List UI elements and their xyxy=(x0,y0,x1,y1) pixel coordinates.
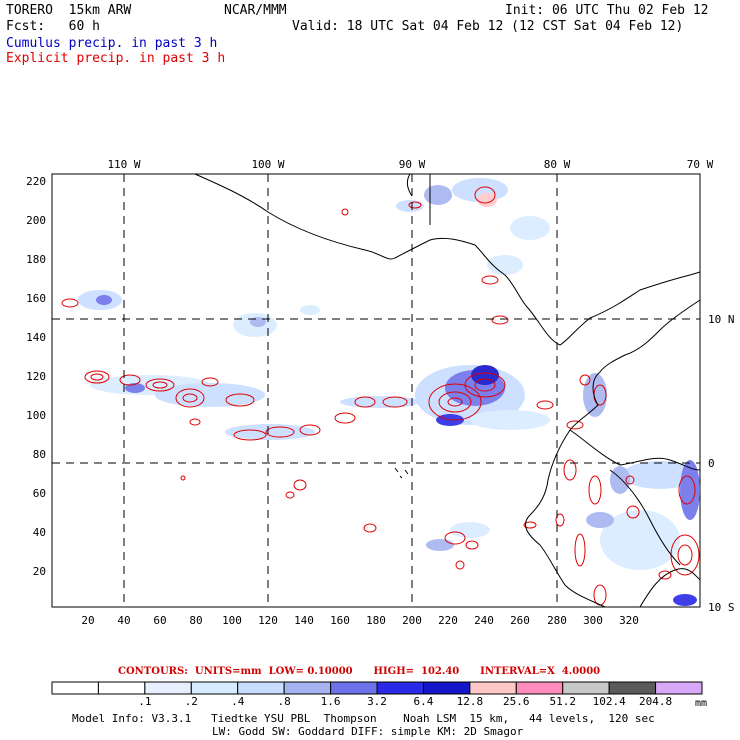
x-tick: 80 xyxy=(189,614,202,627)
lon-label-110w: 110 W xyxy=(107,158,140,171)
colorbar-label: .1 xyxy=(138,695,151,708)
footer-physics-info: LW: Godd SW: Goddard DIFF: simple KM: 2D… xyxy=(212,725,524,738)
y-tick: 200 xyxy=(26,214,46,227)
x-tick: 140 xyxy=(294,614,314,627)
graticule xyxy=(52,174,700,607)
y-tick: 60 xyxy=(33,487,46,500)
colorbar-label: 12.8 xyxy=(457,695,484,708)
lon-label-100w: 100 W xyxy=(251,158,284,171)
contour-info: CONTOURS: UNITS=mm LOW= 0.10000 HIGH= 10… xyxy=(118,666,601,677)
colorbar-labels: .1 .2 .4 .8 1.6 3.2 6.4 12.8 25.6 51.2 102.4 204.8 xyxy=(138,695,672,708)
y-tick: 40 xyxy=(33,526,46,539)
colorbar-label: 6.4 xyxy=(413,695,433,708)
forecast-hour: Fcst: 60 h xyxy=(6,19,100,34)
explicit-precip-contours xyxy=(61,186,700,606)
x-tick: 260 xyxy=(510,614,530,627)
colorbar-label: .4 xyxy=(231,695,245,708)
x-tick: 60 xyxy=(153,614,166,627)
y-tick: 100 xyxy=(26,409,46,422)
organization-label: NCAR/MMM xyxy=(224,3,287,18)
model-title: TORERO 15km ARW xyxy=(6,3,132,18)
colorbar-swatch xyxy=(376,681,424,695)
lon-label-80w: 80 W xyxy=(544,158,571,171)
colorbar-swatch xyxy=(608,681,657,695)
y-axis-ticks: 220 200 180 160 140 120 100 80 60 40 20 xyxy=(26,175,46,578)
colorbar-label: 25.6 xyxy=(503,695,530,708)
colorbar-swatch xyxy=(515,681,564,695)
x-tick: 160 xyxy=(330,614,350,627)
colorbar-swatch xyxy=(562,681,610,695)
colorbar-swatch xyxy=(237,681,285,695)
valid-time: Valid: 18 UTC Sat 04 Feb 12 (12 CST Sat … xyxy=(292,19,684,34)
colorbar-units: mm xyxy=(695,698,707,709)
lat-label-0: 0 xyxy=(708,457,715,470)
legend-explicit: Explicit precip. in past 3 h xyxy=(6,51,226,66)
x-tick: 320 xyxy=(619,614,639,627)
x-tick: 240 xyxy=(474,614,494,627)
lon-label-90w: 90 W xyxy=(399,158,426,171)
colorbar-swatch xyxy=(97,681,146,695)
x-tick: 300 xyxy=(583,614,603,627)
colorbar-swatch xyxy=(144,681,192,695)
lat-label-10n: 10 N xyxy=(708,313,735,326)
colorbar-swatch xyxy=(422,681,471,695)
colorbar xyxy=(51,681,703,695)
lon-label-70w: 70 W xyxy=(687,158,714,171)
y-tick: 20 xyxy=(33,565,46,578)
x-tick: 100 xyxy=(222,614,242,627)
footer-model-info: Model Info: V3.3.1 Tiedtke YSU PBL Thomp… xyxy=(72,712,655,725)
y-tick: 80 xyxy=(33,448,46,461)
x-tick: 180 xyxy=(366,614,386,627)
y-tick: 160 xyxy=(26,292,46,305)
y-tick: 120 xyxy=(26,370,46,383)
colorbar-label: .8 xyxy=(278,695,291,708)
x-tick: 120 xyxy=(258,614,278,627)
x-tick: 20 xyxy=(81,614,94,627)
y-tick: 180 xyxy=(26,253,46,266)
colorbar-label: 1.6 xyxy=(321,695,341,708)
x-tick: 280 xyxy=(547,614,567,627)
y-tick: 140 xyxy=(26,331,46,344)
colorbar-swatch xyxy=(655,681,703,695)
x-axis-ticks: 20 40 60 80 100 120 140 160 180 200 220 … xyxy=(81,614,639,627)
coastlines xyxy=(194,173,701,608)
colorbar-label: 51.2 xyxy=(549,695,576,708)
y-tick: 220 xyxy=(26,175,46,188)
colorbar-swatch xyxy=(283,681,332,695)
colorbar-swatch xyxy=(190,681,239,695)
colorbar-label: 204.8 xyxy=(639,695,672,708)
x-tick: 220 xyxy=(438,614,458,627)
cumulus-precip-shading xyxy=(78,178,700,606)
colorbar-label: .2 xyxy=(185,695,198,708)
colorbar-label: 3.2 xyxy=(367,695,387,708)
colorbar-swatch xyxy=(51,681,99,695)
colorbar-swatch xyxy=(469,681,517,695)
init-time: Init: 06 UTC Thu 02 Feb 12 xyxy=(505,3,709,18)
lat-label-10s: 10 S xyxy=(708,601,735,614)
x-tick: 40 xyxy=(117,614,130,627)
colorbar-label: 102.4 xyxy=(593,695,626,708)
x-tick: 200 xyxy=(402,614,422,627)
colorbar-swatch xyxy=(330,681,378,695)
legend-cumulus: Cumulus precip. in past 3 h xyxy=(6,36,218,51)
